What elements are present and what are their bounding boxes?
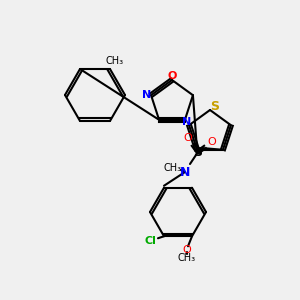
Text: O: O [184, 133, 192, 143]
Text: CH₃: CH₃ [164, 163, 182, 173]
Text: S: S [194, 146, 202, 158]
Text: CH₃: CH₃ [106, 56, 124, 66]
Text: O: O [167, 71, 177, 81]
Text: N: N [142, 90, 152, 100]
Text: O: O [208, 137, 216, 147]
Text: S: S [211, 100, 220, 113]
Text: N: N [182, 117, 192, 127]
Text: CH₃: CH₃ [178, 253, 196, 263]
Text: O: O [183, 245, 191, 255]
Text: N: N [180, 166, 190, 178]
Text: Cl: Cl [144, 236, 156, 246]
